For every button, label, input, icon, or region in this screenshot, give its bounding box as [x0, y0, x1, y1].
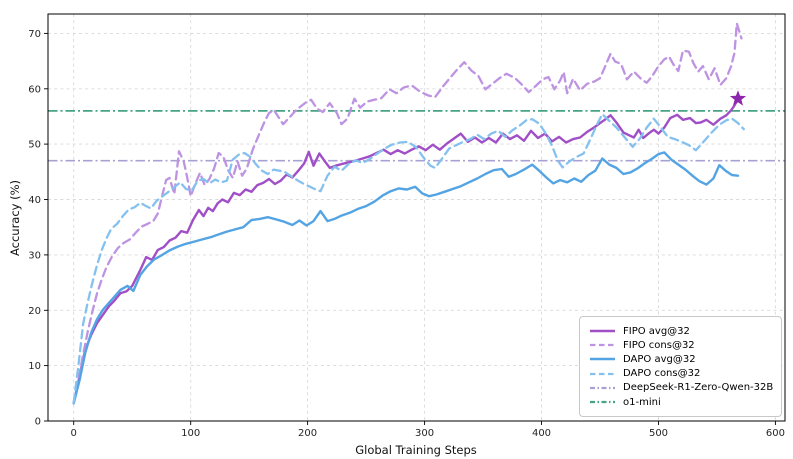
y-axis-label: Accuracy (%) — [8, 179, 22, 257]
legend-item-dapo-cons-32: DAPO cons@32 — [589, 367, 772, 381]
x-tick-label: 600 — [766, 428, 785, 439]
y-tick-label: 60 — [28, 84, 41, 95]
series-dapo-cons-32 — [72, 113, 745, 404]
y-tick-label: 50 — [28, 140, 41, 151]
x-tick-label: 200 — [298, 428, 317, 439]
legend-swatch — [590, 344, 615, 347]
y-tick-label: 30 — [28, 250, 41, 261]
legend-label: DAPO avg@32 — [623, 353, 696, 365]
y-tick-label: 40 — [28, 195, 41, 206]
x-tick-label: 0 — [71, 428, 77, 439]
x-tick-label: 500 — [649, 428, 668, 439]
legend-label: FIPO avg@32 — [623, 325, 690, 337]
legend-label: DeepSeek-R1-Zero-Qwen-32B — [623, 382, 774, 394]
star-marker — [729, 90, 747, 106]
legend-swatch — [590, 358, 615, 361]
legend-swatch — [590, 372, 615, 375]
legend: FIPO avg@32 FIPO cons@32 DAPO avg@32 DAPO c… — [579, 316, 782, 418]
plot-frame — [47, 13, 786, 422]
legend-item-dapo-avg-32: DAPO avg@32 — [589, 352, 772, 366]
y-tick-label: 10 — [28, 361, 41, 372]
series-dapo-avg-32 — [72, 151, 740, 405]
legend-item-fipo-avg-32: FIPO avg@32 — [589, 324, 772, 338]
legend-swatch — [590, 386, 615, 389]
legend-label: DAPO cons@32 — [623, 368, 701, 380]
y-tick-label: 0 — [35, 417, 41, 428]
x-tick-label: 100 — [181, 428, 200, 439]
legend-item-deepseek-r1-zero-qwen-32b: DeepSeek-R1-Zero-Qwen-32B — [589, 381, 774, 395]
legend-label: o1-mini — [623, 396, 661, 408]
legend-item-fipo-cons-32: FIPO cons@32 — [589, 338, 772, 352]
legend-swatch — [590, 400, 615, 404]
x-tick-label: 400 — [532, 428, 551, 439]
legend-label: FIPO cons@32 — [623, 339, 695, 351]
y-tick-label: 70 — [28, 29, 41, 40]
x-axis-label: Global Training Steps — [355, 443, 477, 457]
x-tick-label: 300 — [415, 428, 434, 439]
series-fipo-avg-32 — [72, 97, 740, 405]
legend-swatch — [590, 329, 615, 333]
y-tick-label: 20 — [28, 306, 41, 317]
legend-item-o1-mini: o1-mini — [589, 395, 772, 409]
